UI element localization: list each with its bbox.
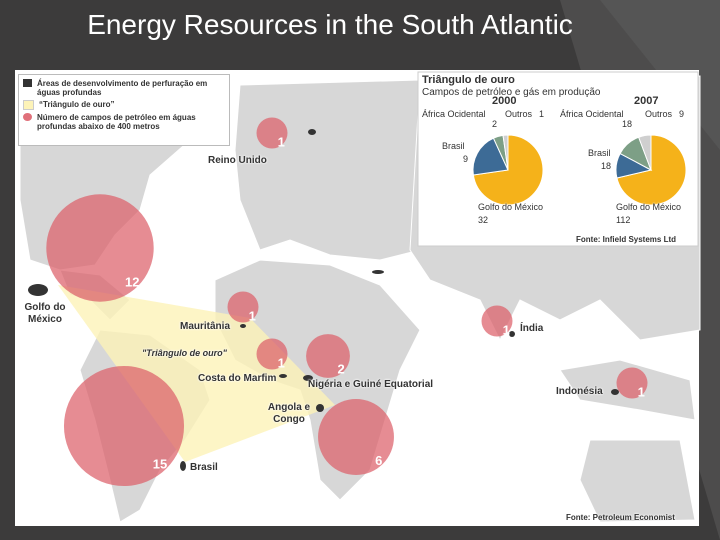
legend: Áreas de desenvolvimento de perfuração e…	[18, 74, 230, 146]
dev-area	[303, 375, 313, 381]
field-count: 1	[278, 356, 285, 371]
field-count: 1	[278, 135, 285, 150]
place-label: Brasil	[190, 462, 218, 473]
pies	[472, 134, 687, 206]
dev-area	[240, 324, 246, 328]
pie-category: Brasil	[588, 148, 611, 158]
pie-value: 32	[478, 215, 489, 225]
legend-swatch	[23, 100, 34, 110]
inset-subtitle: Campos de petróleo e gás em produção	[422, 87, 601, 98]
dev-area	[316, 404, 324, 412]
dev-area	[308, 129, 316, 135]
dev-area	[372, 270, 384, 274]
europe	[234, 79, 421, 261]
field-circle	[256, 338, 288, 370]
field-circle	[616, 367, 648, 399]
legend-item: Número de campos de petróleo em águas pr…	[23, 113, 225, 131]
legend-item: “Triângulo de ouro”	[23, 100, 225, 110]
pie-value: 1	[539, 109, 545, 119]
pie-category: África Ocidental	[422, 109, 486, 119]
field-count: 1	[638, 385, 645, 400]
australia	[579, 439, 696, 523]
place-label: Costa do Marfim	[198, 373, 277, 384]
pie-value: 9	[463, 154, 469, 164]
field-circle	[306, 334, 350, 378]
golden-triangle	[58, 285, 335, 462]
field-circle	[318, 399, 394, 475]
pie-category: África Ocidental	[560, 109, 624, 119]
inset-source: Fonte: Infield Systems Ltd	[576, 235, 677, 244]
field-count: 1	[249, 309, 256, 324]
field-count: 1	[503, 323, 510, 338]
pie-category: Outros	[505, 109, 533, 119]
legend-swatch	[23, 79, 32, 87]
place-label: Nigéria e Guiné Equatorial	[308, 379, 434, 390]
pie-slice	[502, 134, 509, 171]
field-count: 15	[153, 456, 167, 471]
field-circle	[481, 305, 513, 337]
pie-slice	[472, 137, 509, 176]
field-circle	[256, 117, 288, 149]
inset-title: Triângulo de ouro	[422, 74, 515, 86]
slide-title: Energy Resources in the South Atlantic	[87, 9, 573, 40]
dev-area	[279, 374, 287, 378]
pie-value: 112	[616, 215, 631, 225]
field-circle	[63, 365, 185, 487]
pie-value: 2	[492, 119, 498, 129]
dev-area	[509, 331, 515, 337]
legend-text: Número de campos de petróleo em águas pr…	[37, 113, 196, 131]
field-circle	[46, 194, 154, 302]
pie-category: Golfo do México	[616, 202, 682, 212]
pie-category: Brasil	[442, 141, 465, 151]
field-count: 12	[125, 274, 139, 289]
pie-title: 2000	[492, 95, 517, 107]
pie-title: 2007	[634, 95, 659, 107]
legend-text: “Triângulo de ouro”	[39, 100, 115, 109]
pie-value: 18	[601, 161, 612, 171]
pie-slice	[638, 134, 652, 171]
dev-areas	[28, 129, 619, 471]
field-circle	[227, 291, 259, 323]
place-label: Reino Unido	[208, 155, 267, 166]
place-label: Mauritânia	[180, 321, 231, 332]
field-count: 2	[338, 362, 345, 377]
map-source: Fonte: Petroleum Economist	[566, 513, 675, 522]
pie-category: Outros	[645, 109, 673, 119]
triangle-label: "Triângulo de ouro"	[142, 348, 227, 358]
legend-swatch	[23, 113, 32, 121]
legend-item: Áreas de desenvolvimento de perfuração e…	[23, 79, 225, 97]
place-label: Índia	[520, 323, 544, 334]
pie-value: 9	[679, 109, 685, 119]
legend-text: Áreas de desenvolvimento de perfuração e…	[37, 79, 208, 97]
field-count: 6	[375, 453, 382, 468]
dev-area	[611, 389, 619, 395]
dev-area	[180, 461, 186, 471]
place-label: Golfo do México	[24, 302, 66, 325]
dev-area	[28, 284, 48, 296]
place-label: Angola e Congo	[267, 402, 311, 425]
pie-category: Golfo do México	[478, 202, 544, 212]
pie-value: 18	[622, 119, 633, 129]
place-label: Indonésia	[556, 386, 603, 397]
